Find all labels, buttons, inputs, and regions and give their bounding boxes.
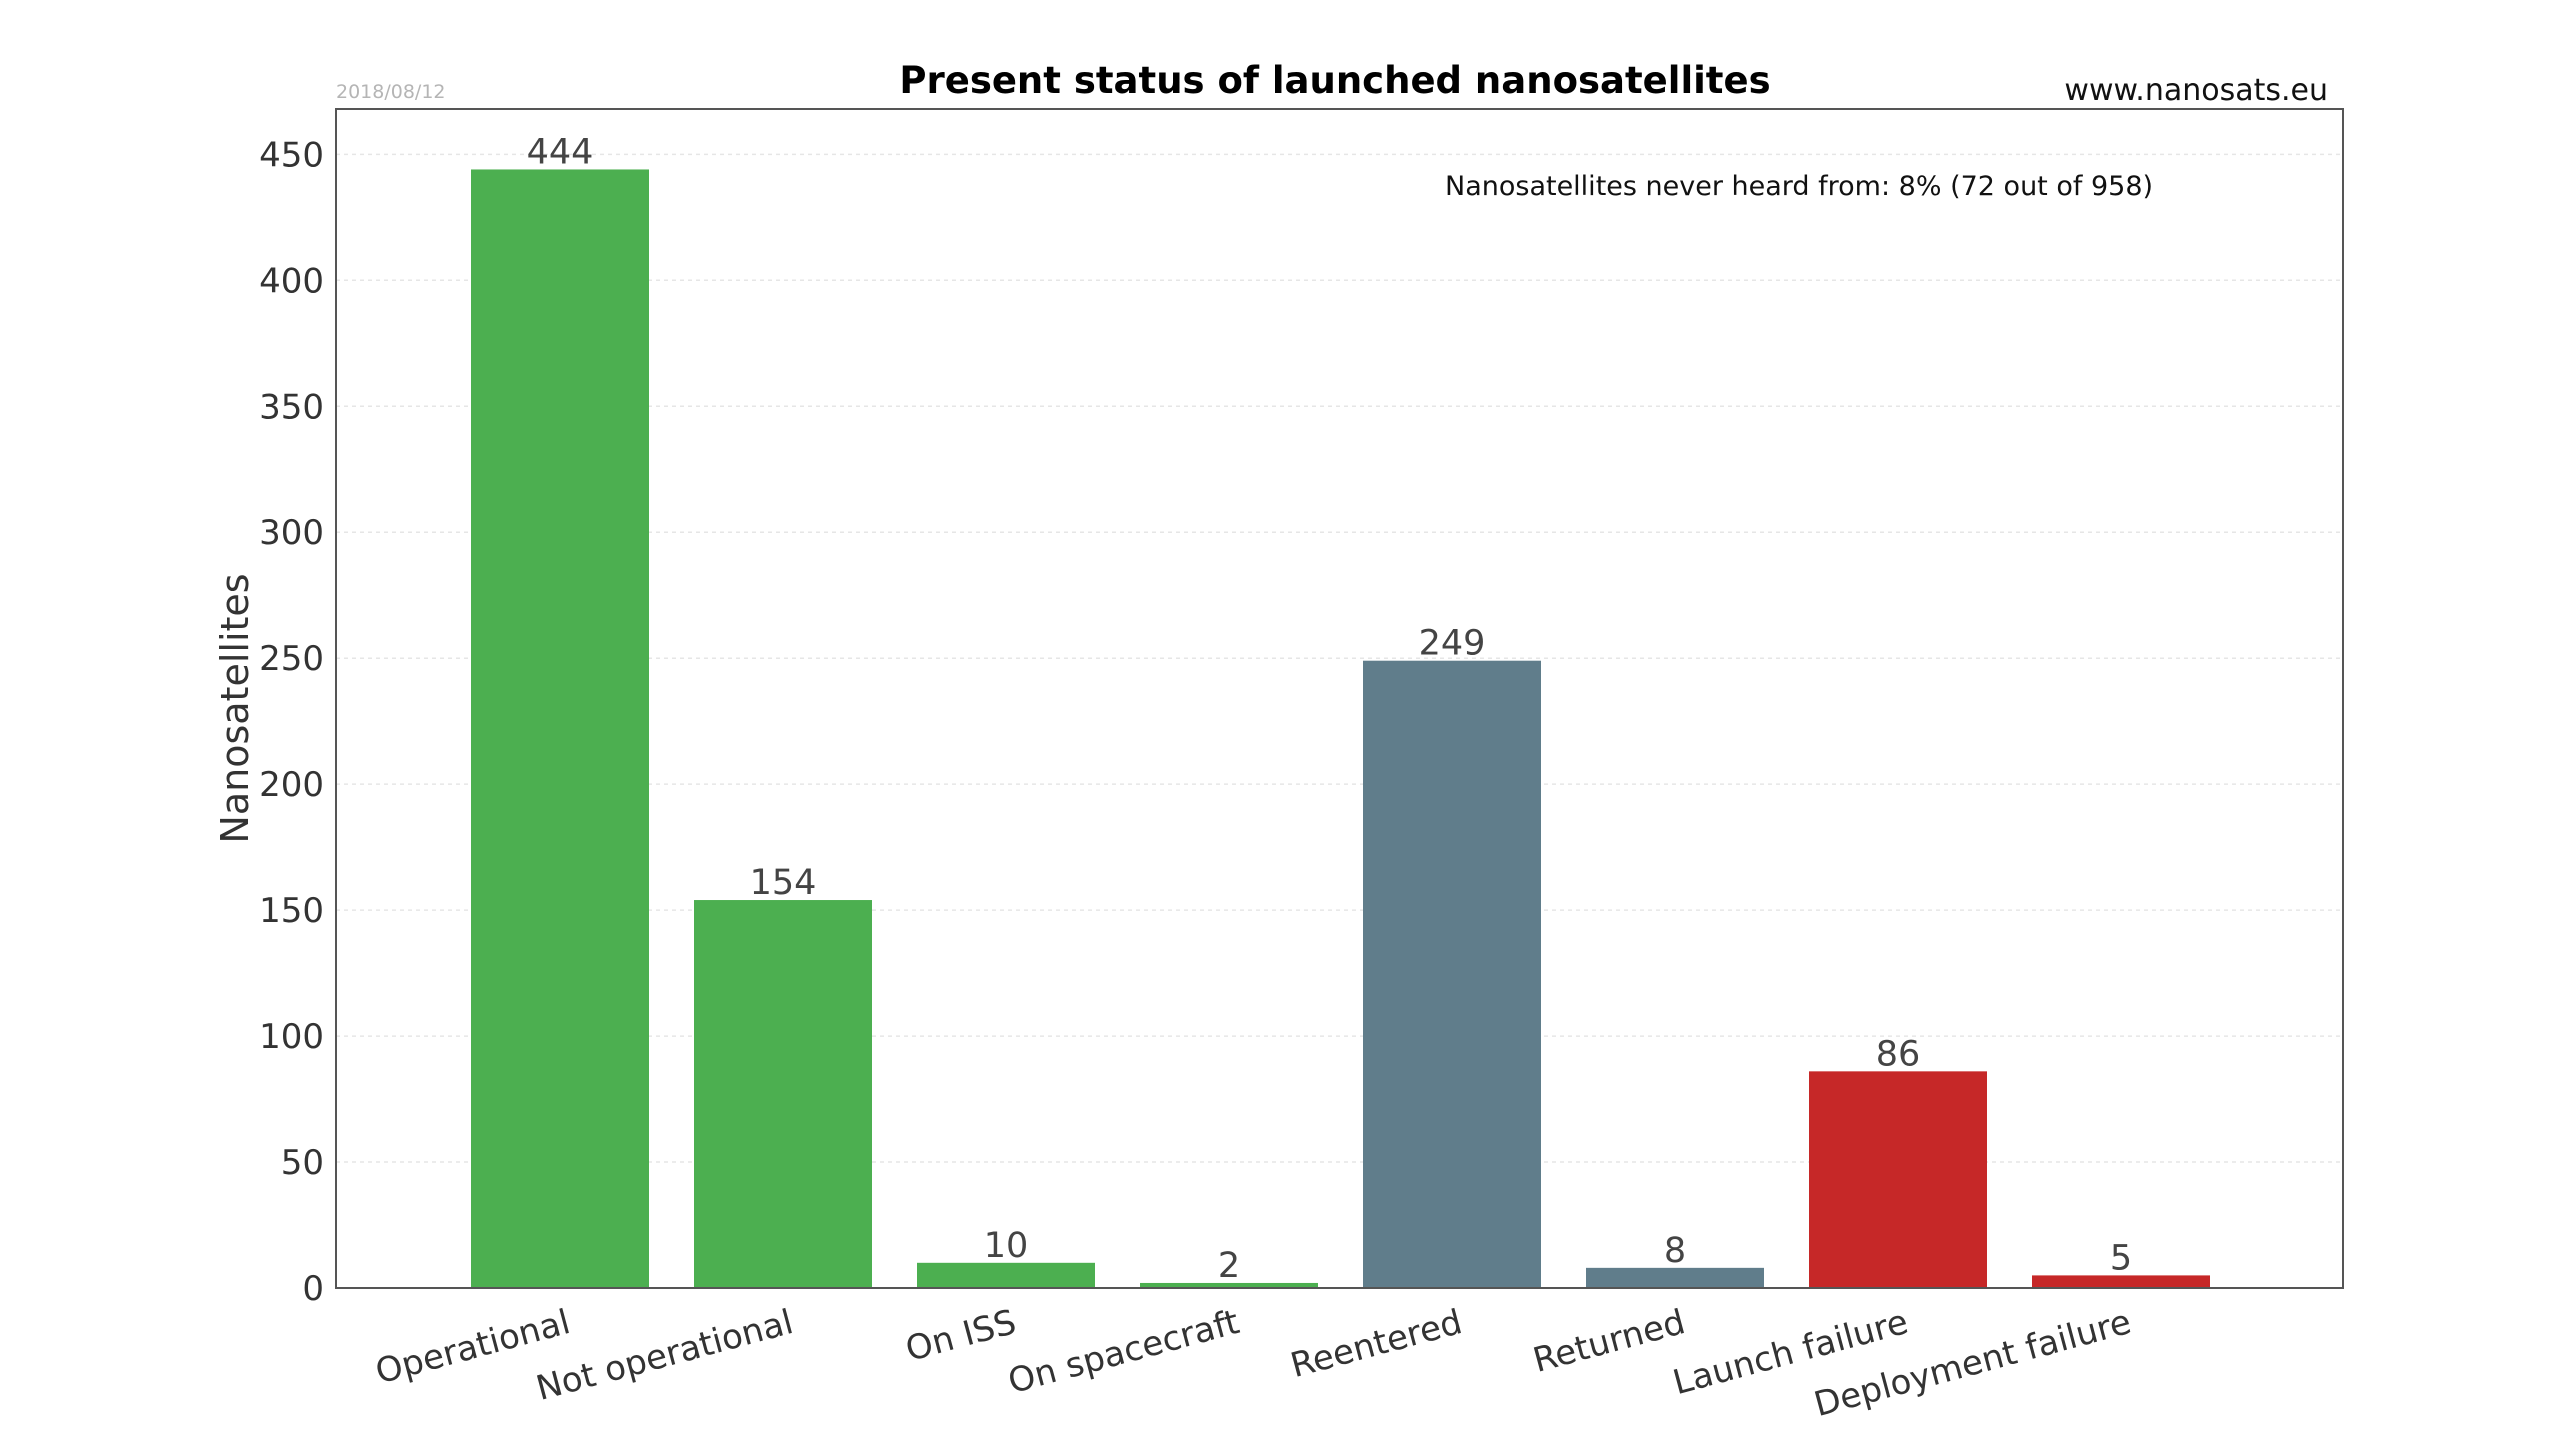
x-tick-label: Not operational <box>532 1302 797 1409</box>
bar-value-label: 5 <box>2110 1238 2132 1278</box>
date-label: 2018/08/12 <box>336 81 446 103</box>
bar-value-label: 8 <box>1664 1231 1686 1271</box>
website-label: www.nanosats.eu <box>2064 73 2328 108</box>
y-tick-label: 350 <box>259 387 324 427</box>
bar-value-label: 86 <box>1876 1034 1921 1074</box>
y-tick-label: 100 <box>259 1017 324 1057</box>
x-tick-label: On ISS <box>901 1302 1020 1370</box>
bar-value-label: 249 <box>1419 624 1486 664</box>
y-tick-label: 250 <box>259 639 324 679</box>
bar-value-label: 10 <box>984 1226 1029 1266</box>
gridlines <box>336 153 2343 1163</box>
y-axis-ticks: 0 50 100 150 200 250 300 350 400 450 <box>259 135 324 1309</box>
x-tick-label: On spacecraft <box>1004 1302 1243 1402</box>
bar <box>1140 1282 1318 1288</box>
y-tick-label: 450 <box>259 135 324 175</box>
bar <box>917 1262 1095 1288</box>
bar <box>1363 660 1541 1288</box>
x-tick-label: Reentered <box>1286 1302 1466 1386</box>
y-tick-label: 50 <box>281 1143 324 1183</box>
value-labels: 444 154 10 2 249 8 86 5 <box>527 132 2133 1286</box>
bar <box>1586 1267 1764 1288</box>
bar <box>2032 1275 2210 1288</box>
bar <box>471 169 649 1288</box>
bars <box>471 169 2210 1288</box>
y-tick-label: 0 <box>302 1269 324 1309</box>
bar <box>694 900 872 1288</box>
x-tick-label: Returned <box>1529 1302 1689 1381</box>
y-tick-label: 150 <box>259 891 324 931</box>
y-axis-label: Nanosatellites <box>213 573 257 843</box>
plot-area-frame <box>335 108 2344 1289</box>
bar-value-label: 154 <box>750 863 817 903</box>
never-heard-note: Nanosatellites never heard from: 8% (72 … <box>1445 171 2153 202</box>
bar-value-label: 444 <box>527 132 594 172</box>
bar <box>1809 1071 1987 1288</box>
y-tick-label: 300 <box>259 513 324 553</box>
bar-value-label: 2 <box>1218 1246 1240 1286</box>
y-tick-label: 200 <box>259 765 324 805</box>
y-tick-label: 400 <box>259 261 324 301</box>
chart-title: Present status of launched nanosatellite… <box>899 59 1770 102</box>
